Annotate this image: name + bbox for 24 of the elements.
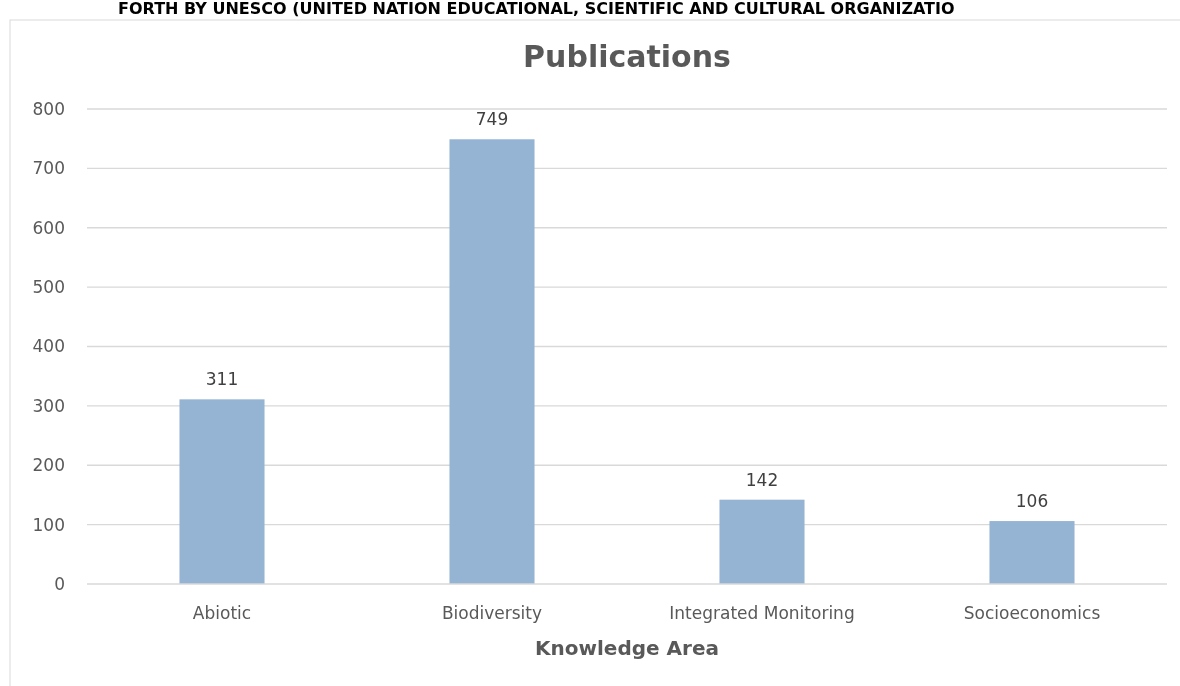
chart-title: Publications <box>523 39 731 74</box>
y-tick-label: 200 <box>32 455 65 476</box>
y-tick-label: 800 <box>32 98 65 119</box>
y-tick-label: 600 <box>32 217 65 238</box>
data-label: 311 <box>205 369 239 390</box>
y-tick-label: 300 <box>32 395 65 416</box>
x-tick-label: Biodiversity <box>441 602 543 623</box>
y-tick-label: 400 <box>32 336 65 357</box>
data-label: 142 <box>745 469 779 490</box>
x-tick-label: Integrated Monitoring <box>669 602 855 623</box>
x-tick-label: Abiotic <box>192 602 252 623</box>
data-label: 749 <box>475 109 509 130</box>
x-tick-label: Socioeconomics <box>963 602 1101 623</box>
y-tick-label: 700 <box>32 158 65 179</box>
y-tick-label: 100 <box>32 514 65 535</box>
bar <box>179 399 265 584</box>
bar <box>719 499 805 584</box>
x-axis-title: Knowledge Area <box>535 636 719 660</box>
data-label: 106 <box>1015 491 1049 512</box>
text: FORTH BY UNESCO (UNITED NATION EDUCATIONAL, SCIENTIFIC AND CULTURAL ORGANIZATIO <box>118 0 955 18</box>
y-tick-label: 500 <box>32 277 65 298</box>
bar <box>989 521 1075 584</box>
bar <box>449 139 535 584</box>
y-tick-label: 0 <box>54 573 65 594</box>
